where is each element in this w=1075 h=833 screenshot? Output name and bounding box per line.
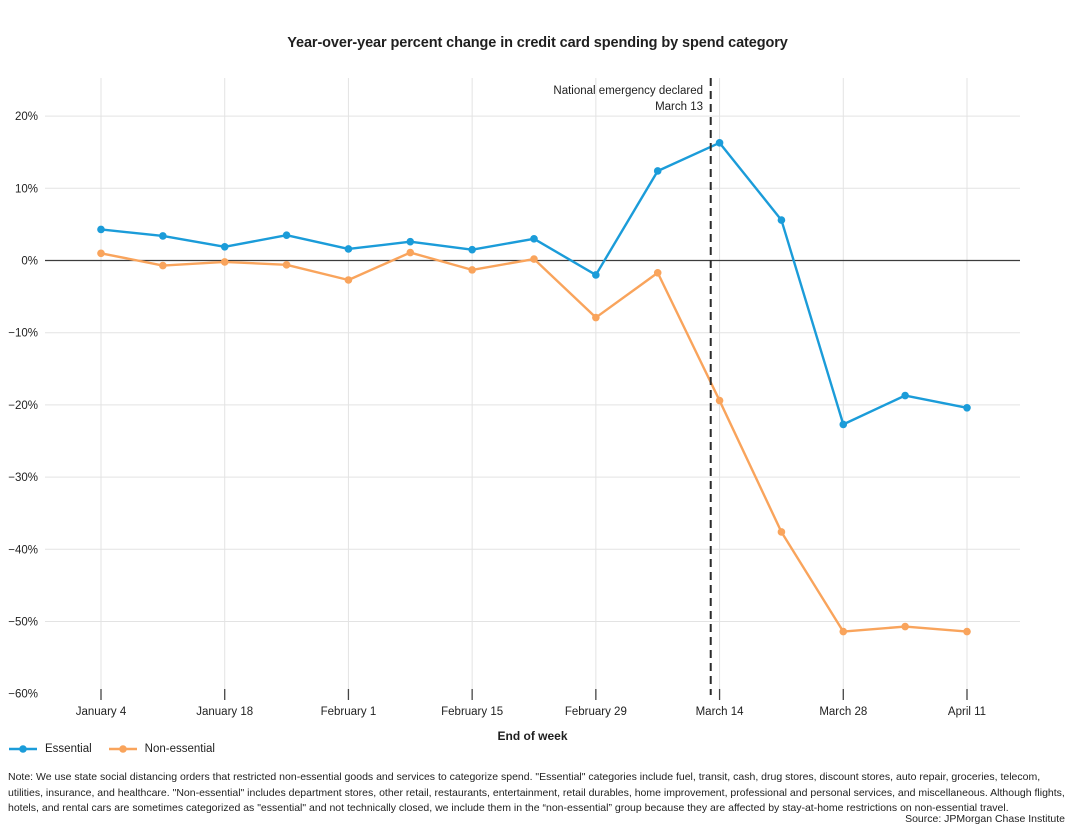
- essential-point: [653, 167, 662, 175]
- legend: Essential Non-essential: [8, 743, 215, 755]
- non-essential-point: [344, 276, 353, 284]
- non-essential-point: [530, 255, 538, 263]
- essential-point: [220, 242, 229, 251]
- y-axis-tick-label: −40%: [8, 544, 38, 556]
- y-axis-tick-label: 0%: [21, 256, 38, 268]
- footnote: Note: We use state social distancing ord…: [8, 771, 1065, 815]
- annotation-line1: National emergency declared: [553, 85, 703, 97]
- non-essential-point: [406, 248, 415, 257]
- non-essential-point: [653, 268, 662, 277]
- essential-point: [159, 232, 167, 240]
- non-essential-point: [282, 261, 291, 269]
- x-axis-tick-label: March 14: [696, 706, 745, 718]
- essential-point: [592, 271, 600, 279]
- y-axis-tick-label: −10%: [8, 328, 38, 340]
- non-essential-point: [220, 258, 229, 266]
- series-layer: [97, 139, 971, 636]
- non-essential-point: [468, 266, 476, 274]
- x-axis-tick-label: January 18: [196, 706, 253, 718]
- non-essential-point: [97, 249, 105, 258]
- non-essential-legend-marker-icon: [108, 745, 137, 753]
- non-essential-point: [839, 627, 848, 636]
- essential-point: [97, 225, 105, 234]
- non-essential-point: [592, 313, 600, 322]
- essential-point: [282, 231, 291, 240]
- essential-point: [963, 403, 971, 412]
- x-axis-tick-label: April 11: [948, 706, 986, 718]
- essential-point: [715, 139, 724, 147]
- x-axis-tick-label: February 29: [565, 706, 627, 718]
- essential-line: [100, 141, 968, 426]
- non-essential-line: [100, 251, 968, 633]
- legend-item-non-essential: Non-essential: [108, 743, 215, 755]
- x-axis-title: End of week: [497, 729, 568, 743]
- essential-point: [777, 216, 786, 224]
- x-axis-tick-label: January 4: [76, 706, 127, 718]
- chart-title: Year-over-year percent change in credit …: [287, 35, 788, 51]
- axis-labels-layer: 20% 10% 0% −10% −20% −30% −40% −50% −60% January …: [8, 111, 986, 718]
- essential-point: [406, 237, 415, 246]
- y-axis-tick-label: −50%: [8, 617, 38, 629]
- essential-legend-marker-icon: [9, 745, 37, 753]
- y-axis-tick-label: −60%: [8, 689, 38, 701]
- essential-point: [839, 420, 848, 429]
- x-axis-tick-label: February 15: [441, 706, 503, 718]
- essential-point: [344, 245, 353, 253]
- source-credit: Source: JPMorgan Chase Institute: [905, 813, 1065, 825]
- y-axis-tick-label: −30%: [8, 472, 38, 484]
- essential-point: [468, 245, 476, 254]
- non-essential-point: [963, 627, 971, 636]
- essential-point: [901, 391, 909, 400]
- gridlines-layer: [45, 78, 1020, 695]
- annotation-line2: March 13: [655, 101, 703, 113]
- legend-label-non-essential: Non-essential: [144, 743, 215, 755]
- line-chart: National emergency declared March 13 20%…: [8, 78, 1020, 718]
- non-essential-point: [901, 622, 909, 631]
- x-axis-tick-label: February 1: [321, 706, 377, 718]
- non-essential-point: [159, 261, 167, 270]
- y-axis-tick-label: −20%: [8, 400, 38, 412]
- y-axis-tick-label: 20%: [15, 111, 38, 123]
- x-axis-tick-label: March 28: [819, 706, 867, 718]
- legend-item-essential: Essential: [8, 743, 92, 755]
- y-axis-tick-label: 10%: [15, 183, 38, 195]
- non-essential-point: [777, 528, 786, 536]
- non-essential-point: [715, 396, 724, 405]
- essential-point: [530, 235, 538, 243]
- legend-label-essential: Essential: [45, 743, 92, 755]
